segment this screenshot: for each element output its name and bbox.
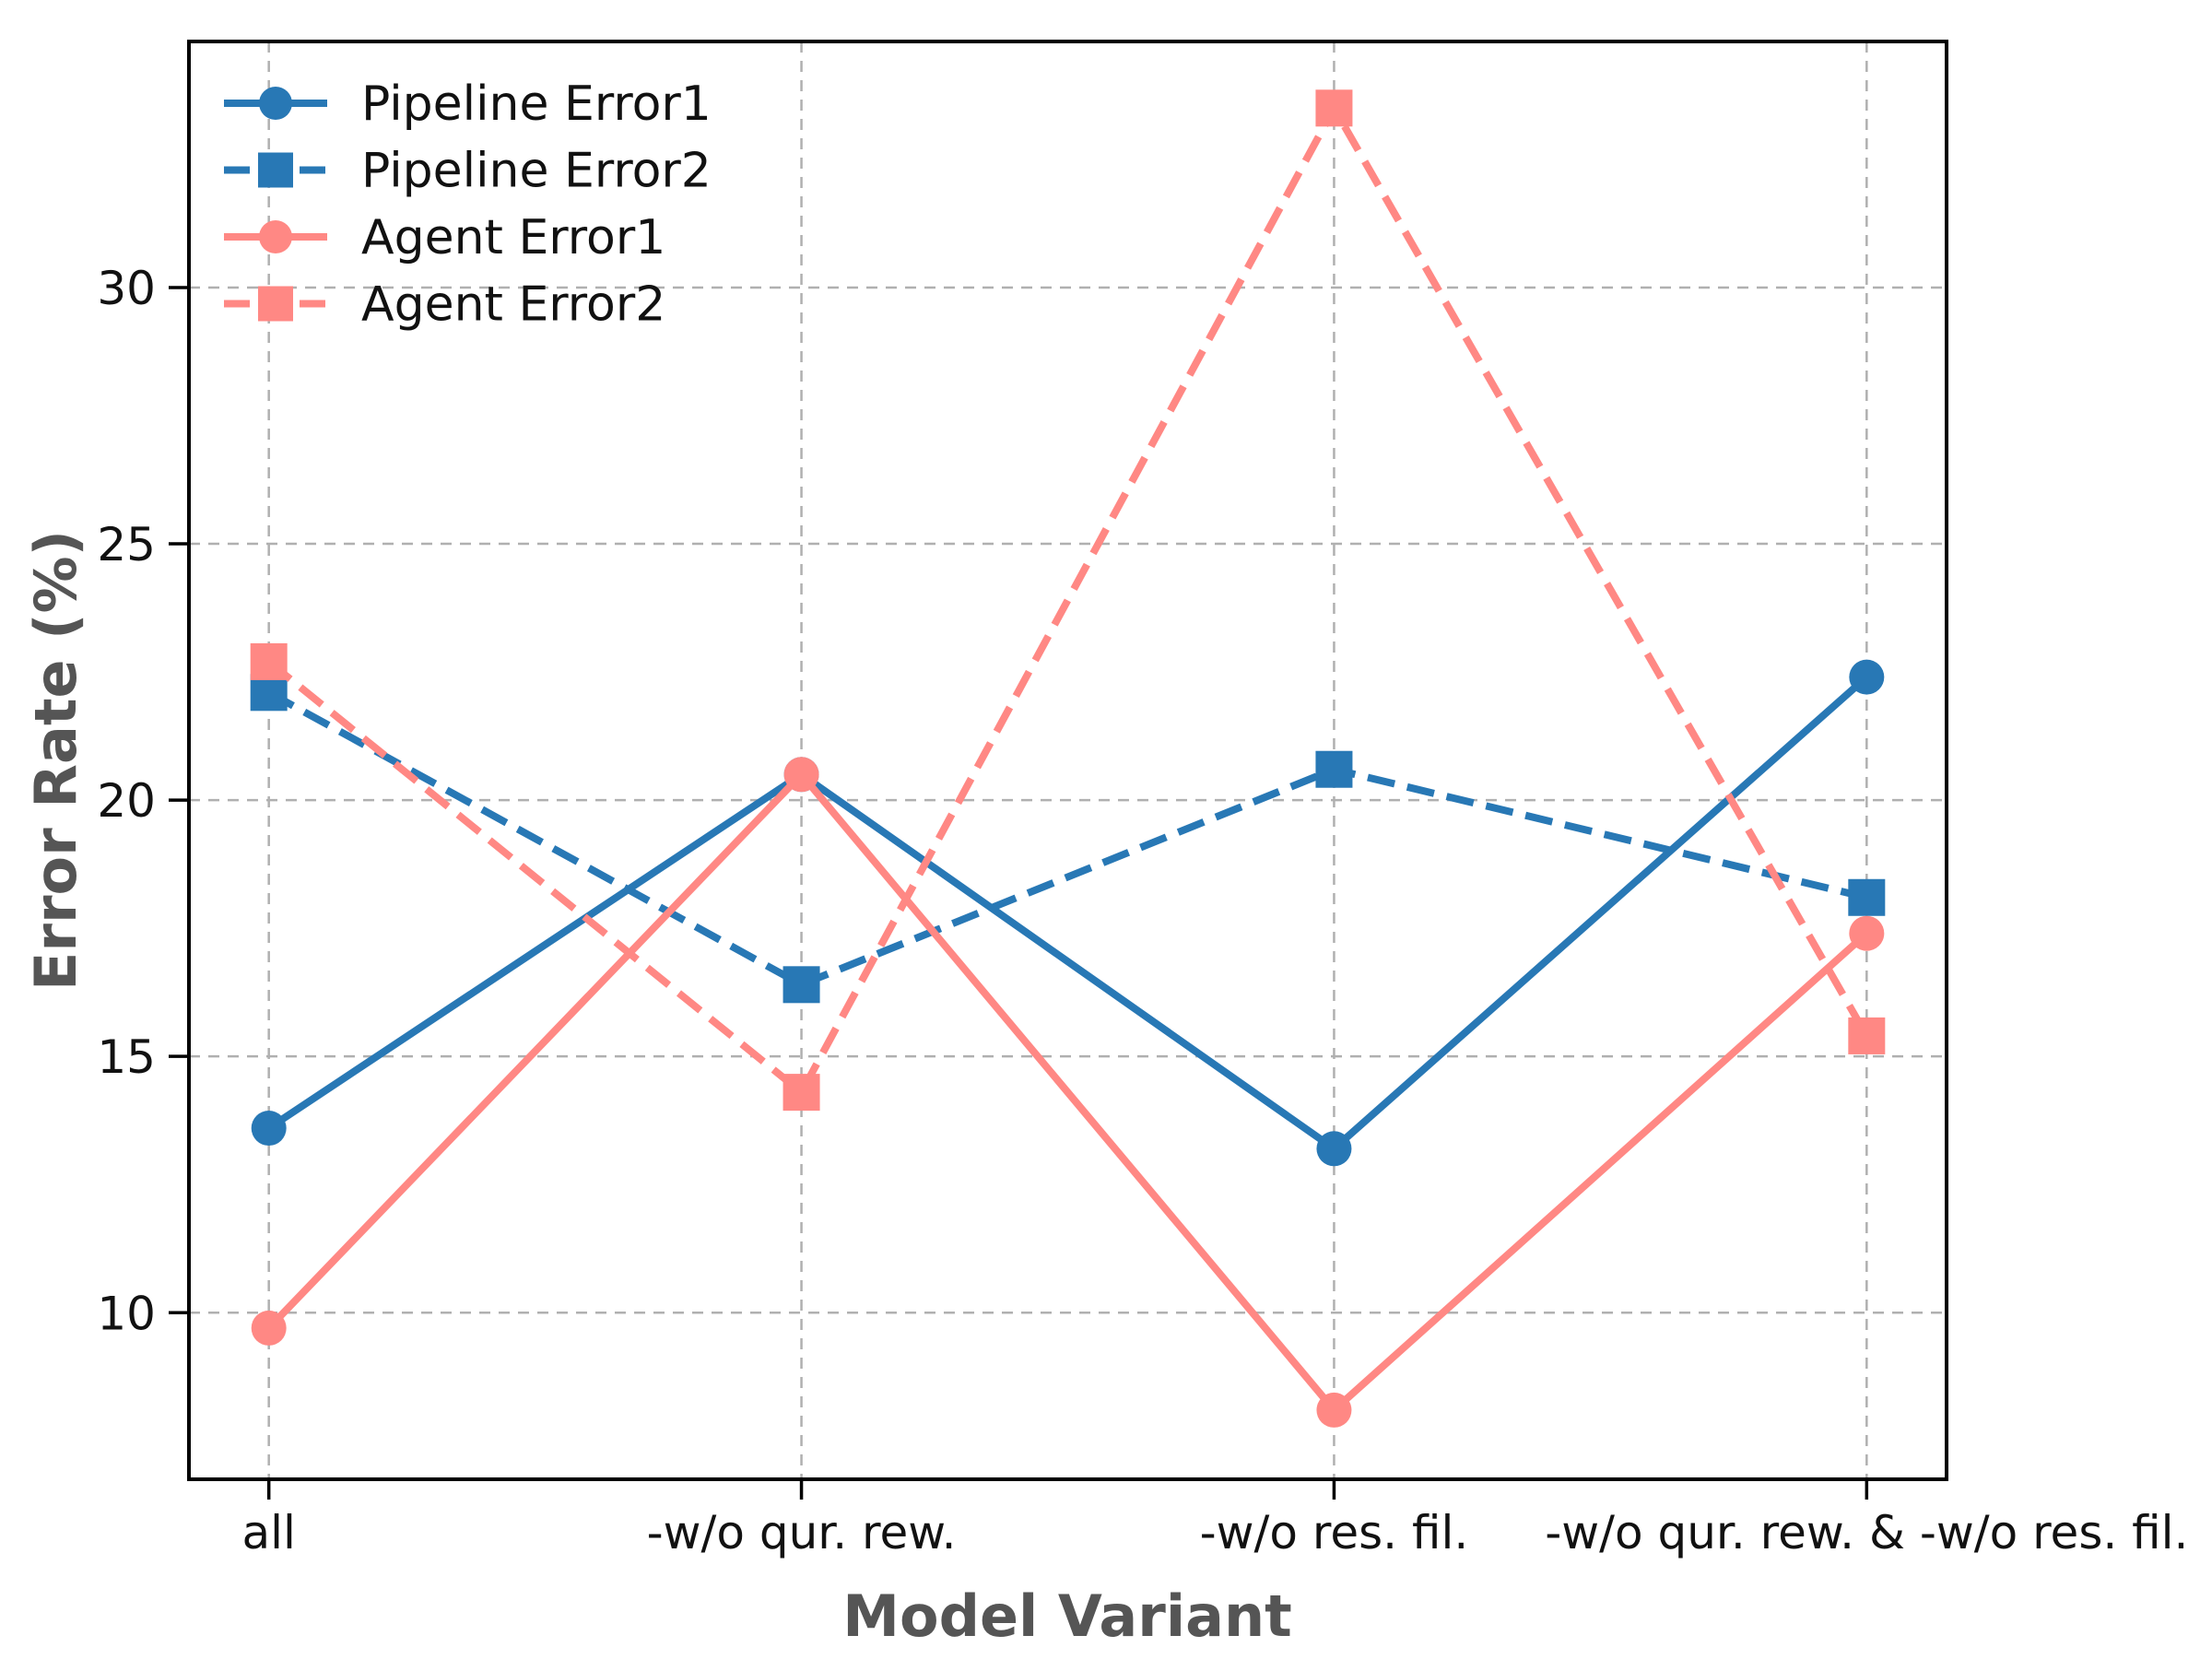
x-axis-label: Model Variant xyxy=(842,1583,1291,1650)
marker-pipeline-error2-0 xyxy=(250,674,288,712)
legend-marker-pipeline-error2 xyxy=(258,152,293,188)
legend-item-pipeline-error2: Pipeline Error2 xyxy=(224,144,712,199)
legend-label-pipeline-error2: Pipeline Error2 xyxy=(361,144,712,199)
marker-agent-error2-2 xyxy=(1315,89,1353,127)
series-line-agent-error1 xyxy=(265,771,1869,1414)
ytick-label-30: 30 xyxy=(97,262,156,315)
marker-pipeline-error1-3 xyxy=(1849,659,1885,695)
y-axis-label: Error Rate (%) xyxy=(22,530,89,991)
legend-item-agent-error2: Agent Error2 xyxy=(224,277,665,333)
marker-pipeline-error2-2 xyxy=(1315,750,1353,788)
legend-marker-agent-error2 xyxy=(258,286,293,322)
ytick-label-10: 10 xyxy=(97,1287,156,1340)
xtick-label-2: -w/o res. fil. xyxy=(1200,1506,1469,1559)
series-agent-error2 xyxy=(250,89,1886,1112)
series-line-agent-error2 xyxy=(266,104,1870,1097)
marker-agent-error2-1 xyxy=(782,1074,820,1112)
marker-pipeline-error1-0 xyxy=(251,1111,287,1147)
xtick-label-3: -w/o qur. rew. & -w/o res. fil. xyxy=(1545,1506,2188,1559)
marker-pipeline-error2-1 xyxy=(782,966,820,1004)
xtick-label-1: -w/o qur. rew. xyxy=(647,1506,957,1559)
legend-label-pipeline-error1: Pipeline Error1 xyxy=(361,76,712,132)
series-pipeline-error2 xyxy=(250,674,1886,1004)
legend-marker-pipeline-error1 xyxy=(259,87,292,120)
series-line-pipeline-error2 xyxy=(266,688,1868,989)
legend: Pipeline Error1 Pipeline Error2 Agent Erro… xyxy=(224,76,712,333)
legend-item-pipeline-error1: Pipeline Error1 xyxy=(224,76,712,132)
xtick-label-0: all xyxy=(241,1506,295,1559)
marker-agent-error2-0 xyxy=(250,642,288,680)
series-agent-error1 xyxy=(251,757,1885,1428)
series-line-pipeline-error1 xyxy=(266,674,1869,1153)
legend-marker-agent-error1 xyxy=(259,220,292,253)
marker-pipeline-error1-2 xyxy=(1316,1131,1352,1167)
series-layer xyxy=(250,89,1886,1428)
marker-agent-error1-2 xyxy=(1316,1392,1352,1428)
marker-agent-error1-0 xyxy=(251,1310,287,1346)
marker-pipeline-error2-3 xyxy=(1848,878,1886,916)
ytick-label-20: 20 xyxy=(97,774,156,828)
marker-agent-error1-1 xyxy=(783,757,819,793)
marker-agent-error2-3 xyxy=(1848,1017,1886,1054)
ytick-label-25: 25 xyxy=(97,518,156,571)
legend-label-agent-error2: Agent Error2 xyxy=(361,277,665,333)
marker-agent-error1-3 xyxy=(1849,915,1885,951)
plot-border xyxy=(187,40,1948,1481)
legend-item-agent-error1: Agent Error1 xyxy=(224,210,665,265)
legend-label-agent-error1: Agent Error1 xyxy=(361,210,665,265)
ytick-label-15: 15 xyxy=(97,1030,156,1084)
tick-layer: 10 15 20 25 30 all -w/o qur. rew. -w/o res. fil… xyxy=(97,262,2188,1559)
